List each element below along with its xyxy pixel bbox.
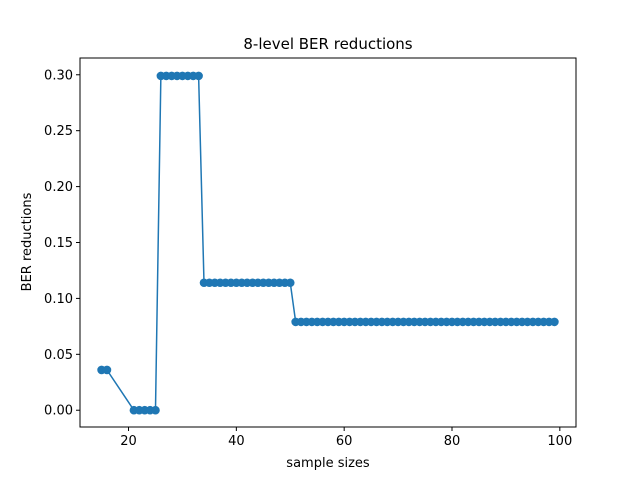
chart-title: 8-level BER reductions: [243, 35, 412, 53]
axes-frame: [79, 57, 577, 428]
x-tick-label: 40: [228, 434, 245, 449]
x-axis-label: sample sizes: [286, 456, 370, 471]
x-tick-label: 100: [547, 434, 572, 449]
y-tick-label: 0.20: [44, 180, 73, 195]
plot-area: [97, 71, 559, 415]
data-point: [550, 317, 559, 327]
x-ticks: 20 40 60 80 100: [120, 427, 572, 449]
y-tick-label: 0.25: [44, 124, 73, 139]
y-tick-label: 0.10: [44, 292, 73, 307]
y-tick-label: 0.05: [44, 348, 73, 363]
data-point: [151, 405, 160, 415]
y-tick-label: 0.00: [44, 404, 73, 419]
y-tick-label: 0.30: [44, 68, 73, 83]
y-axis-label: BER reductions: [20, 192, 35, 291]
data-point: [102, 365, 112, 375]
y-tick-label: 0.15: [44, 236, 73, 251]
x-tick-label: 20: [120, 434, 137, 449]
data-point: [194, 71, 203, 81]
data-point: [285, 278, 295, 288]
y-ticks: 0.00 0.05 0.10 0.15 0.20 0.25 0.30: [44, 68, 80, 419]
x-tick-label: 60: [336, 434, 353, 449]
x-tick-label: 80: [444, 434, 461, 449]
series-line: [101, 75, 555, 411]
